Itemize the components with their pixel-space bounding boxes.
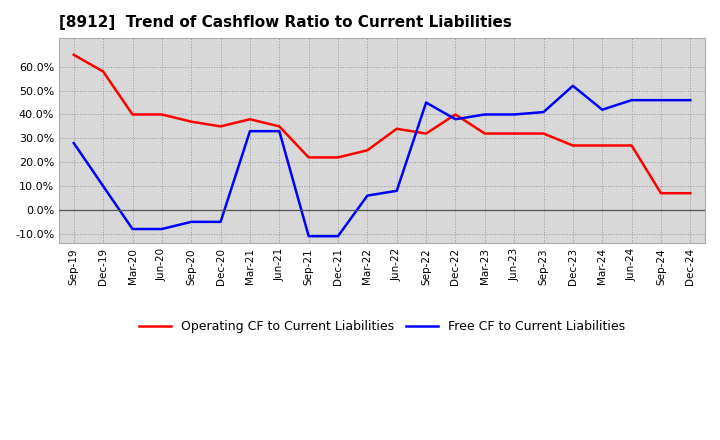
Free CF to Current Liabilities <box>598 107 606 112</box>
Free CF to Current Liabilities <box>657 98 665 103</box>
Operating CF to Current Liabilities <box>333 155 342 160</box>
Free CF to Current Liabilities <box>69 140 78 146</box>
Operating CF to Current Liabilities <box>363 148 372 153</box>
Operating CF to Current Liabilities <box>480 131 489 136</box>
Free CF to Current Liabilities <box>686 98 695 103</box>
Free CF to Current Liabilities <box>627 98 636 103</box>
Operating CF to Current Liabilities <box>451 112 460 117</box>
Operating CF to Current Liabilities <box>686 191 695 196</box>
Free CF to Current Liabilities <box>246 128 254 134</box>
Operating CF to Current Liabilities <box>216 124 225 129</box>
Operating CF to Current Liabilities <box>275 124 284 129</box>
Operating CF to Current Liabilities <box>627 143 636 148</box>
Free CF to Current Liabilities <box>305 234 313 239</box>
Legend: Operating CF to Current Liabilities, Free CF to Current Liabilities: Operating CF to Current Liabilities, Fre… <box>135 315 630 338</box>
Free CF to Current Liabilities <box>451 117 460 122</box>
Operating CF to Current Liabilities <box>598 143 606 148</box>
Operating CF to Current Liabilities <box>510 131 518 136</box>
Free CF to Current Liabilities <box>128 226 137 231</box>
Free CF to Current Liabilities <box>99 183 107 189</box>
Free CF to Current Liabilities <box>216 219 225 224</box>
Operating CF to Current Liabilities <box>657 191 665 196</box>
Free CF to Current Liabilities <box>569 83 577 88</box>
Operating CF to Current Liabilities <box>187 119 196 124</box>
Free CF to Current Liabilities <box>510 112 518 117</box>
Free CF to Current Liabilities <box>480 112 489 117</box>
Operating CF to Current Liabilities <box>392 126 401 132</box>
Operating CF to Current Liabilities <box>99 69 107 74</box>
Operating CF to Current Liabilities <box>569 143 577 148</box>
Operating CF to Current Liabilities <box>128 112 137 117</box>
Free CF to Current Liabilities <box>187 219 196 224</box>
Operating CF to Current Liabilities <box>422 131 431 136</box>
Free CF to Current Liabilities <box>539 110 548 115</box>
Operating CF to Current Liabilities <box>69 52 78 58</box>
Free CF to Current Liabilities <box>333 234 342 239</box>
Line: Free CF to Current Liabilities: Free CF to Current Liabilities <box>73 86 690 236</box>
Operating CF to Current Liabilities <box>246 117 254 122</box>
Text: [8912]  Trend of Cashflow Ratio to Current Liabilities: [8912] Trend of Cashflow Ratio to Curren… <box>59 15 512 30</box>
Free CF to Current Liabilities <box>275 128 284 134</box>
Free CF to Current Liabilities <box>363 193 372 198</box>
Operating CF to Current Liabilities <box>539 131 548 136</box>
Operating CF to Current Liabilities <box>305 155 313 160</box>
Free CF to Current Liabilities <box>392 188 401 194</box>
Operating CF to Current Liabilities <box>158 112 166 117</box>
Free CF to Current Liabilities <box>422 100 431 105</box>
Free CF to Current Liabilities <box>158 226 166 231</box>
Line: Operating CF to Current Liabilities: Operating CF to Current Liabilities <box>73 55 690 193</box>
